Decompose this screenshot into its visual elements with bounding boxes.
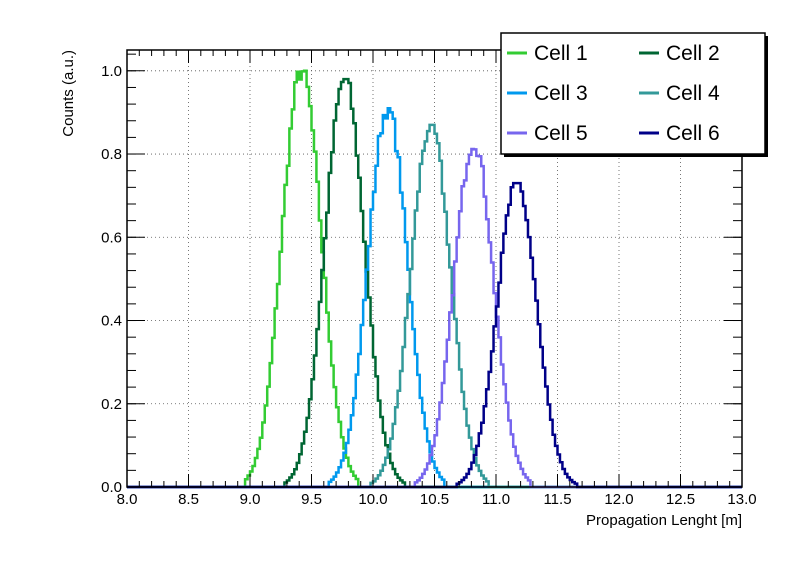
x-tick-label: 11.5 xyxy=(543,491,571,508)
x-tick-label: 8.0 xyxy=(117,491,138,508)
y-axis-title: Counts (a.u.) xyxy=(60,50,77,137)
y-tick-label: 1.0 xyxy=(101,63,122,80)
y-tick-label: 0.6 xyxy=(101,229,122,246)
x-tick-label: 12.5 xyxy=(666,491,695,508)
legend-label-cell-3: Cell 3 xyxy=(534,82,588,105)
x-tick-labels: 8.0 8.5 9.0 9.5 10.0 10.5 11.0 11.5 12.0 12.5 13.0 xyxy=(117,491,757,508)
legend: Cell 1 Cell 2 Cell 3 Cell 4 Cell 5 Cell 6 xyxy=(500,32,768,157)
x-tick-label: 13.0 xyxy=(727,491,756,508)
legend-box xyxy=(500,32,766,155)
legend-label-cell-1: Cell 1 xyxy=(534,42,588,65)
y-tick-label: 0.8 xyxy=(101,146,122,163)
y-tick-label: 0.2 xyxy=(101,396,122,413)
x-tick-label: 8.5 xyxy=(178,491,199,508)
y-tick-label: 0.4 xyxy=(101,313,122,330)
y-tick-label: 0.0 xyxy=(101,479,122,496)
legend-label-cell-4: Cell 4 xyxy=(666,82,720,105)
y-tick-labels: 0.0 0.2 0.4 0.6 0.8 1.0 xyxy=(101,63,122,496)
x-tick-label: 9.5 xyxy=(301,491,322,508)
x-axis-title: Propagation Lenght [m] xyxy=(586,512,742,529)
legend-label-cell-2: Cell 2 xyxy=(666,42,720,65)
x-tick-label: 9.0 xyxy=(240,491,261,508)
x-tick-label: 10.0 xyxy=(358,491,387,508)
legend-label-cell-6: Cell 6 xyxy=(666,122,720,145)
legend-label-cell-5: Cell 5 xyxy=(534,122,588,145)
x-tick-label: 12.0 xyxy=(604,491,633,508)
x-tick-label: 11.0 xyxy=(482,491,510,508)
x-tick-label: 10.5 xyxy=(420,491,449,508)
